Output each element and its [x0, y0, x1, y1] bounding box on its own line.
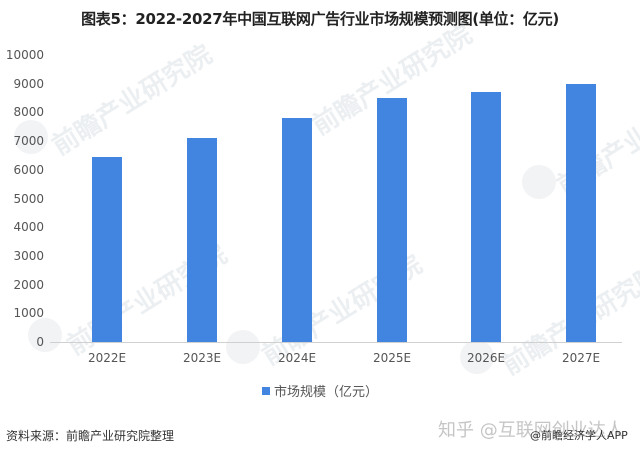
source-note: 资料来源：前瞻产业研究院整理	[6, 429, 175, 443]
y-axis-tick-label: 2000	[13, 277, 44, 292]
bar-2027E	[566, 83, 596, 342]
chart-title: 图表5：2022-2027年中国互联网广告行业市场规模预测图(单位：亿元)	[81, 10, 559, 28]
legend-swatch-icon	[261, 387, 270, 395]
y-axis-tick-label: 3000	[13, 248, 44, 263]
y-axis-tick-label: 9000	[13, 76, 44, 91]
x-axis-tick-label: 2023E	[182, 351, 222, 365]
y-axis-tick-label: 10000	[5, 48, 44, 62]
x-axis-tick-label: 2025E	[372, 351, 412, 365]
app-credit: @前瞻经济学人APP	[530, 429, 628, 442]
x-axis-tick-label: 2026E	[466, 351, 506, 365]
bar-2022E	[92, 156, 122, 342]
x-axis-tick-label: 2027E	[561, 351, 601, 365]
y-axis-tick-label: 0	[36, 335, 44, 349]
x-axis-tick-label: 2024E	[277, 351, 317, 365]
x-axis-tick-label: 2022E	[87, 351, 127, 365]
bar-2024E	[282, 118, 312, 342]
legend-label: 市场规模（亿元）	[273, 385, 378, 400]
y-axis-tick-label: 1000	[13, 306, 44, 321]
zhihu-watermark: 知乎 @互联网创业达人	[438, 420, 624, 441]
y-axis-tick-label: 5000	[13, 191, 44, 206]
y-axis-tick-label: 4000	[13, 220, 44, 235]
y-axis-tick-label: 6000	[13, 162, 44, 177]
y-axis-tick-label: 7000	[13, 134, 44, 149]
bar-2026E	[471, 92, 501, 342]
y-axis-tick-label: 8000	[13, 105, 44, 120]
chart-legend: 市场规模（亿元）	[0, 381, 640, 400]
bar-2023E	[187, 138, 217, 342]
watermark-logo-icon	[522, 165, 556, 199]
bar-2025E	[377, 98, 407, 342]
x-axis-line	[50, 342, 622, 343]
